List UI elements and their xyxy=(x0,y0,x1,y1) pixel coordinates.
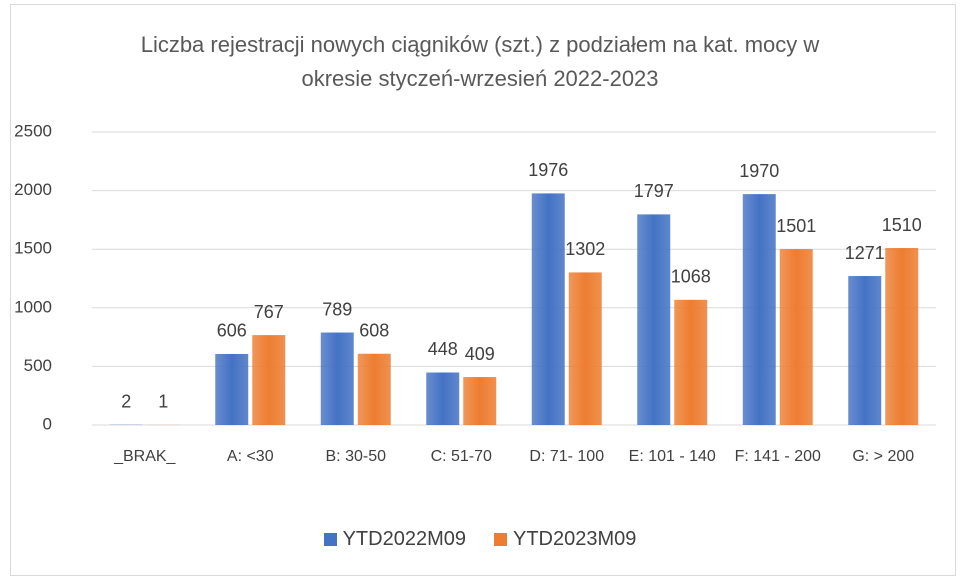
data-label: 1 xyxy=(158,392,168,412)
data-label: 1970 xyxy=(739,161,779,181)
x-tick-label: A: <30 xyxy=(226,448,274,465)
legend-item: YTD2022M09 xyxy=(323,528,466,551)
x-tick-label: E: 101 - 140 xyxy=(628,448,716,465)
data-label: 2 xyxy=(121,392,131,412)
y-tick-label: 2500 xyxy=(14,121,52,140)
data-label: 1271 xyxy=(845,243,885,263)
x-tick-label: B: 30-50 xyxy=(325,448,386,465)
x-tick-label: F: 141 - 200 xyxy=(734,448,821,465)
x-tick-label: _BRAK_ xyxy=(114,448,176,465)
x-tick-label: D: 71- 100 xyxy=(529,448,605,465)
y-tick-label: 1000 xyxy=(14,297,52,316)
y-tick-label: 1500 xyxy=(14,239,52,258)
bar xyxy=(215,353,249,425)
bar xyxy=(637,214,671,425)
data-label: 606 xyxy=(217,321,247,341)
legend-swatch xyxy=(323,533,337,546)
data-label: 1797 xyxy=(634,181,674,201)
data-label: 767 xyxy=(254,302,284,322)
bar xyxy=(885,248,919,425)
data-label: 448 xyxy=(428,339,458,359)
y-tick-label: 500 xyxy=(24,356,52,375)
legend: YTD2022M09 YTD2023M09 xyxy=(0,528,960,551)
data-label: 409 xyxy=(465,344,495,364)
bar xyxy=(463,377,497,425)
bar xyxy=(568,272,602,425)
bar xyxy=(320,332,354,425)
x-tick-label: C: 51-70 xyxy=(430,448,492,465)
legend-item: YTD2023M09 xyxy=(494,528,636,551)
bar xyxy=(426,372,460,425)
legend-swatch xyxy=(494,533,507,546)
bar xyxy=(252,335,286,425)
data-label: 1068 xyxy=(671,267,711,287)
y-tick-label: 0 xyxy=(43,414,52,433)
bar xyxy=(779,249,813,425)
data-label: 1510 xyxy=(882,215,922,235)
chart-title: Liczba rejestracji nowych ciągników (szt… xyxy=(140,32,820,91)
bar xyxy=(674,299,708,425)
data-label: 608 xyxy=(359,320,389,340)
data-label: 789 xyxy=(322,299,352,319)
data-label: 1501 xyxy=(776,216,816,236)
data-label: 1302 xyxy=(565,239,605,259)
bar xyxy=(742,194,776,425)
legend-label: YTD2022M09 xyxy=(342,528,466,550)
bar xyxy=(531,193,565,425)
bar xyxy=(357,353,391,425)
legend-label: YTD2023M09 xyxy=(513,528,637,550)
x-tick-label: G: > 200 xyxy=(852,448,915,465)
y-tick-label: 2000 xyxy=(14,180,52,199)
data-label: 1976 xyxy=(528,160,568,180)
bar xyxy=(848,276,882,425)
chart-frame xyxy=(10,4,956,576)
